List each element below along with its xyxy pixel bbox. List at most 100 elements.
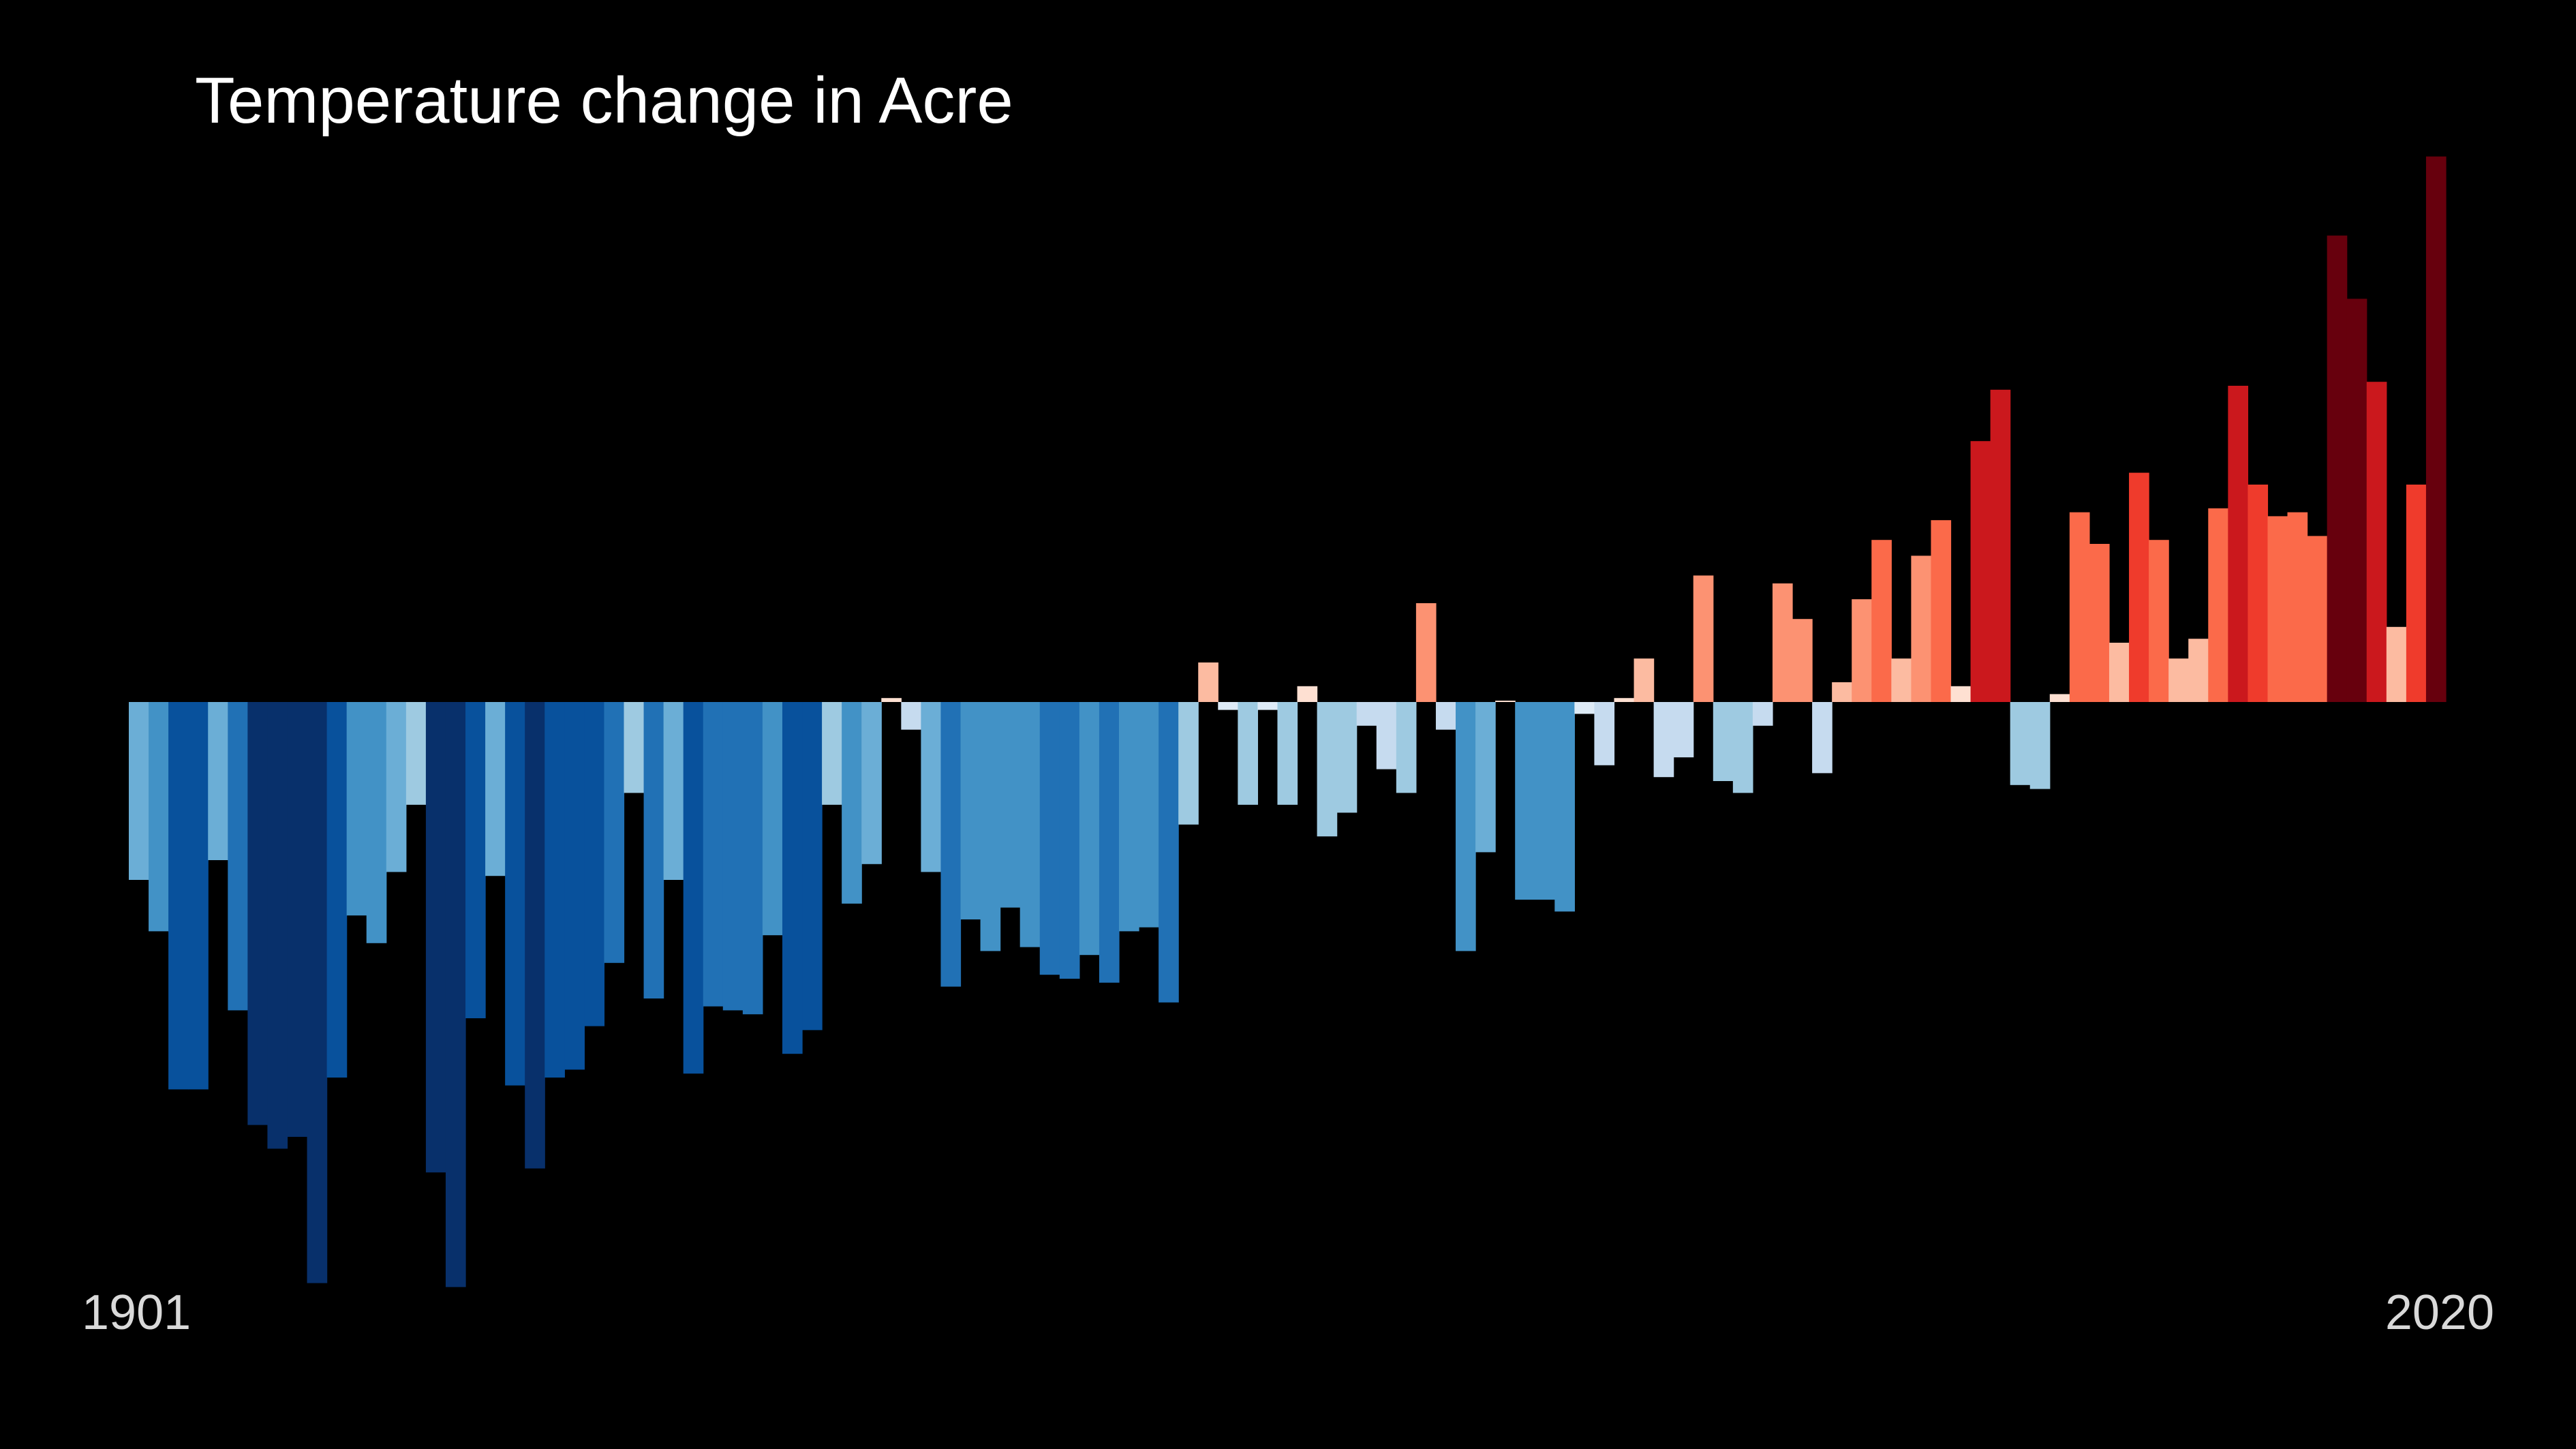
- bar-2004: [2168, 658, 2189, 702]
- bar-1953: [1159, 702, 1179, 1003]
- x-end-year-label: 2020: [2385, 1285, 2494, 1340]
- bar-1944: [980, 702, 1001, 951]
- bar-2012: [2327, 235, 2348, 703]
- bar-1921: [525, 702, 545, 1169]
- bar-1918: [465, 702, 486, 1018]
- bar-1976: [1614, 698, 1635, 702]
- bar-1978: [1653, 702, 1674, 778]
- bar-1940: [901, 702, 921, 730]
- bar-1997: [2029, 702, 2051, 789]
- bar-2008: [2248, 485, 2269, 702]
- bar-1905: [208, 702, 228, 860]
- bar-2013: [2346, 299, 2367, 702]
- bar-1992: [1931, 520, 1952, 702]
- bar-1934: [782, 702, 803, 1054]
- bar-1960: [1297, 686, 1318, 702]
- bar-1911: [326, 702, 348, 1078]
- bar-1986: [1812, 702, 1833, 774]
- bar-1964: [1376, 702, 1397, 769]
- bar-1933: [762, 702, 783, 936]
- bar-1999: [2069, 512, 2090, 702]
- bar-1981: [1713, 702, 1734, 781]
- bar-1967: [1435, 702, 1456, 730]
- bar-1972: [1535, 702, 1555, 900]
- bar-2015: [2386, 626, 2407, 702]
- bar-1971: [1515, 702, 1535, 900]
- bar-1965: [1396, 702, 1417, 793]
- bar-1906: [228, 702, 248, 1011]
- bar-2001: [2109, 643, 2130, 702]
- bar-1993: [1950, 686, 1972, 702]
- bar-1942: [940, 702, 962, 987]
- bar-1954: [1178, 702, 1199, 825]
- bar-1914: [386, 702, 407, 872]
- bar-1935: [802, 702, 823, 1031]
- bar-1994: [1970, 441, 1991, 702]
- bar-1952: [1139, 702, 1159, 928]
- bar-1957: [1238, 702, 1259, 805]
- bar-1941: [921, 702, 942, 872]
- bar-1910: [307, 702, 328, 1283]
- bar-1973: [1554, 702, 1575, 912]
- bar-1975: [1594, 702, 1615, 765]
- bar-1983: [1752, 702, 1773, 726]
- bar-1902: [149, 702, 169, 932]
- bar-1956: [1218, 702, 1238, 710]
- bar-1977: [1634, 658, 1655, 702]
- bar-1903: [168, 702, 189, 1090]
- bar-2003: [2149, 540, 2169, 702]
- bar-1927: [643, 702, 664, 998]
- bar-1945: [1000, 702, 1021, 908]
- bar-2002: [2129, 472, 2149, 702]
- bar-1936: [822, 702, 842, 805]
- bar-1958: [1257, 702, 1278, 710]
- bar-2006: [2208, 508, 2228, 702]
- bar-1909: [287, 702, 308, 1137]
- bar-1901: [129, 702, 149, 880]
- bar-1966: [1415, 603, 1437, 702]
- bar-1922: [545, 702, 565, 1078]
- bar-1913: [366, 702, 387, 943]
- bar-1962: [1336, 702, 1358, 813]
- bar-1995: [1990, 389, 2011, 702]
- bar-1996: [2010, 702, 2031, 785]
- bar-1930: [703, 702, 724, 1007]
- bar-1916: [425, 702, 446, 1173]
- bar-1955: [1198, 662, 1218, 702]
- bar-1904: [188, 702, 209, 1090]
- bar-2007: [2228, 386, 2248, 702]
- bar-2009: [2267, 516, 2288, 702]
- bar-1943: [960, 702, 981, 919]
- bar-2005: [2188, 639, 2209, 702]
- bar-2000: [2089, 544, 2110, 702]
- bar-1987: [1832, 682, 1852, 702]
- bar-1926: [624, 702, 645, 793]
- bar-1988: [1852, 599, 1872, 702]
- bar-2017: [2425, 156, 2447, 703]
- bar-1963: [1356, 702, 1377, 726]
- bar-1998: [2049, 694, 2070, 702]
- bar-1919: [485, 702, 506, 876]
- bar-1974: [1574, 702, 1595, 714]
- bar-1985: [1792, 619, 1813, 702]
- bar-1947: [1039, 702, 1060, 975]
- bar-1929: [683, 702, 704, 1074]
- bar-1961: [1317, 702, 1338, 837]
- bar-1923: [564, 702, 585, 1070]
- bar-1950: [1099, 702, 1120, 983]
- bar-1970: [1495, 701, 1516, 702]
- bar-1980: [1693, 575, 1714, 702]
- bar-2016: [2406, 485, 2427, 702]
- bar-1908: [267, 702, 288, 1149]
- bar-1969: [1475, 702, 1496, 853]
- bar-1931: [722, 702, 743, 1011]
- bar-1925: [604, 702, 625, 963]
- bar-1982: [1732, 702, 1753, 793]
- bar-2014: [2366, 382, 2387, 702]
- bar-2010: [2287, 512, 2308, 702]
- bar-1924: [584, 702, 605, 1026]
- chart-title: Temperature change in Acre: [195, 64, 1013, 137]
- bar-1946: [1019, 702, 1041, 947]
- bar-1990: [1891, 658, 1912, 702]
